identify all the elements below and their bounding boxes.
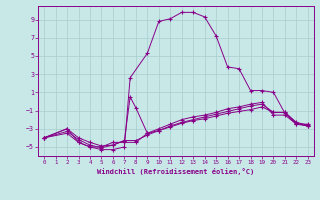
- X-axis label: Windchill (Refroidissement éolien,°C): Windchill (Refroidissement éolien,°C): [97, 168, 255, 175]
